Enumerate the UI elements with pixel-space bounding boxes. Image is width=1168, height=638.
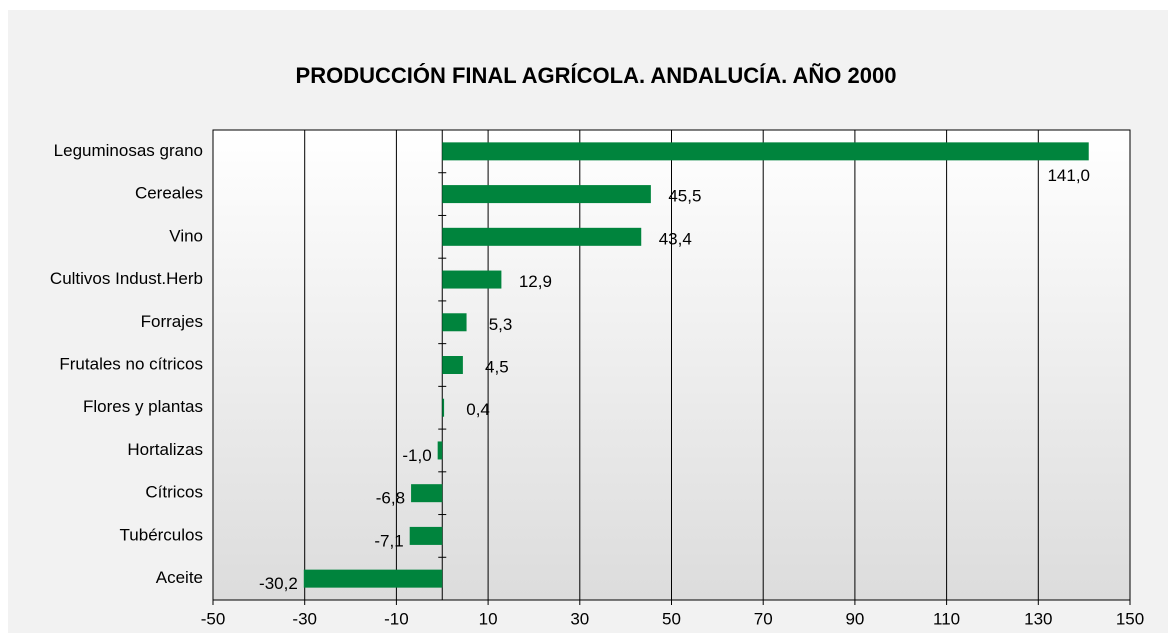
x-tick-label: 90 — [845, 609, 864, 628]
value-label: 141,0 — [1047, 166, 1090, 185]
bar — [442, 270, 502, 289]
bar — [442, 356, 463, 374]
x-tick-label: 130 — [1024, 609, 1052, 628]
x-tick-label: 50 — [662, 609, 681, 628]
y-tick-label: Cítricos — [145, 483, 203, 502]
y-tick-label: Forrajes — [141, 312, 203, 331]
x-tick-label: 70 — [754, 609, 773, 628]
x-tick-label: -50 — [201, 609, 226, 628]
value-label: -7,1 — [374, 531, 403, 550]
bar — [437, 441, 443, 460]
bar — [442, 398, 445, 417]
bar — [442, 185, 651, 204]
x-tick-label: -10 — [384, 609, 409, 628]
value-label: 4,5 — [485, 357, 509, 376]
y-tick-label: Hortalizas — [127, 440, 203, 459]
y-tick-label: Leguminosas grano — [54, 141, 203, 160]
value-label: 12,9 — [519, 272, 552, 291]
y-tick-label: Aceite — [156, 568, 203, 587]
y-tick-label: Vino — [169, 226, 203, 245]
y-tick-label: Flores y plantas — [83, 397, 203, 416]
value-label: 0,4 — [466, 400, 490, 419]
x-tick-label: -30 — [292, 609, 317, 628]
x-tick-label: 30 — [570, 609, 589, 628]
y-tick-label: Frutales no cítricos — [59, 354, 203, 373]
value-label: 5,3 — [489, 315, 513, 334]
x-tick-label: 110 — [933, 609, 960, 628]
chart-title: PRODUCCIÓN FINAL AGRÍCOLA. ANDALUCÍA. AÑ… — [296, 63, 897, 88]
y-tick-label: Cultivos Indust.Herb — [50, 269, 203, 288]
bar — [409, 526, 443, 545]
bar — [442, 313, 467, 332]
bar — [442, 227, 642, 246]
bar — [442, 142, 1089, 161]
x-tick-label: 10 — [479, 609, 498, 628]
value-label: -6,8 — [376, 489, 405, 508]
bar — [303, 569, 443, 588]
y-tick-label: Cereales — [135, 184, 203, 203]
bar — [411, 484, 443, 503]
x-tick-label: 150 — [1116, 609, 1144, 628]
value-label: 43,4 — [659, 229, 692, 248]
value-label: -1,0 — [402, 446, 431, 465]
value-label: 45,5 — [668, 187, 701, 206]
value-label: -30,2 — [259, 574, 298, 593]
y-tick-label: Tubérculos — [120, 525, 203, 544]
